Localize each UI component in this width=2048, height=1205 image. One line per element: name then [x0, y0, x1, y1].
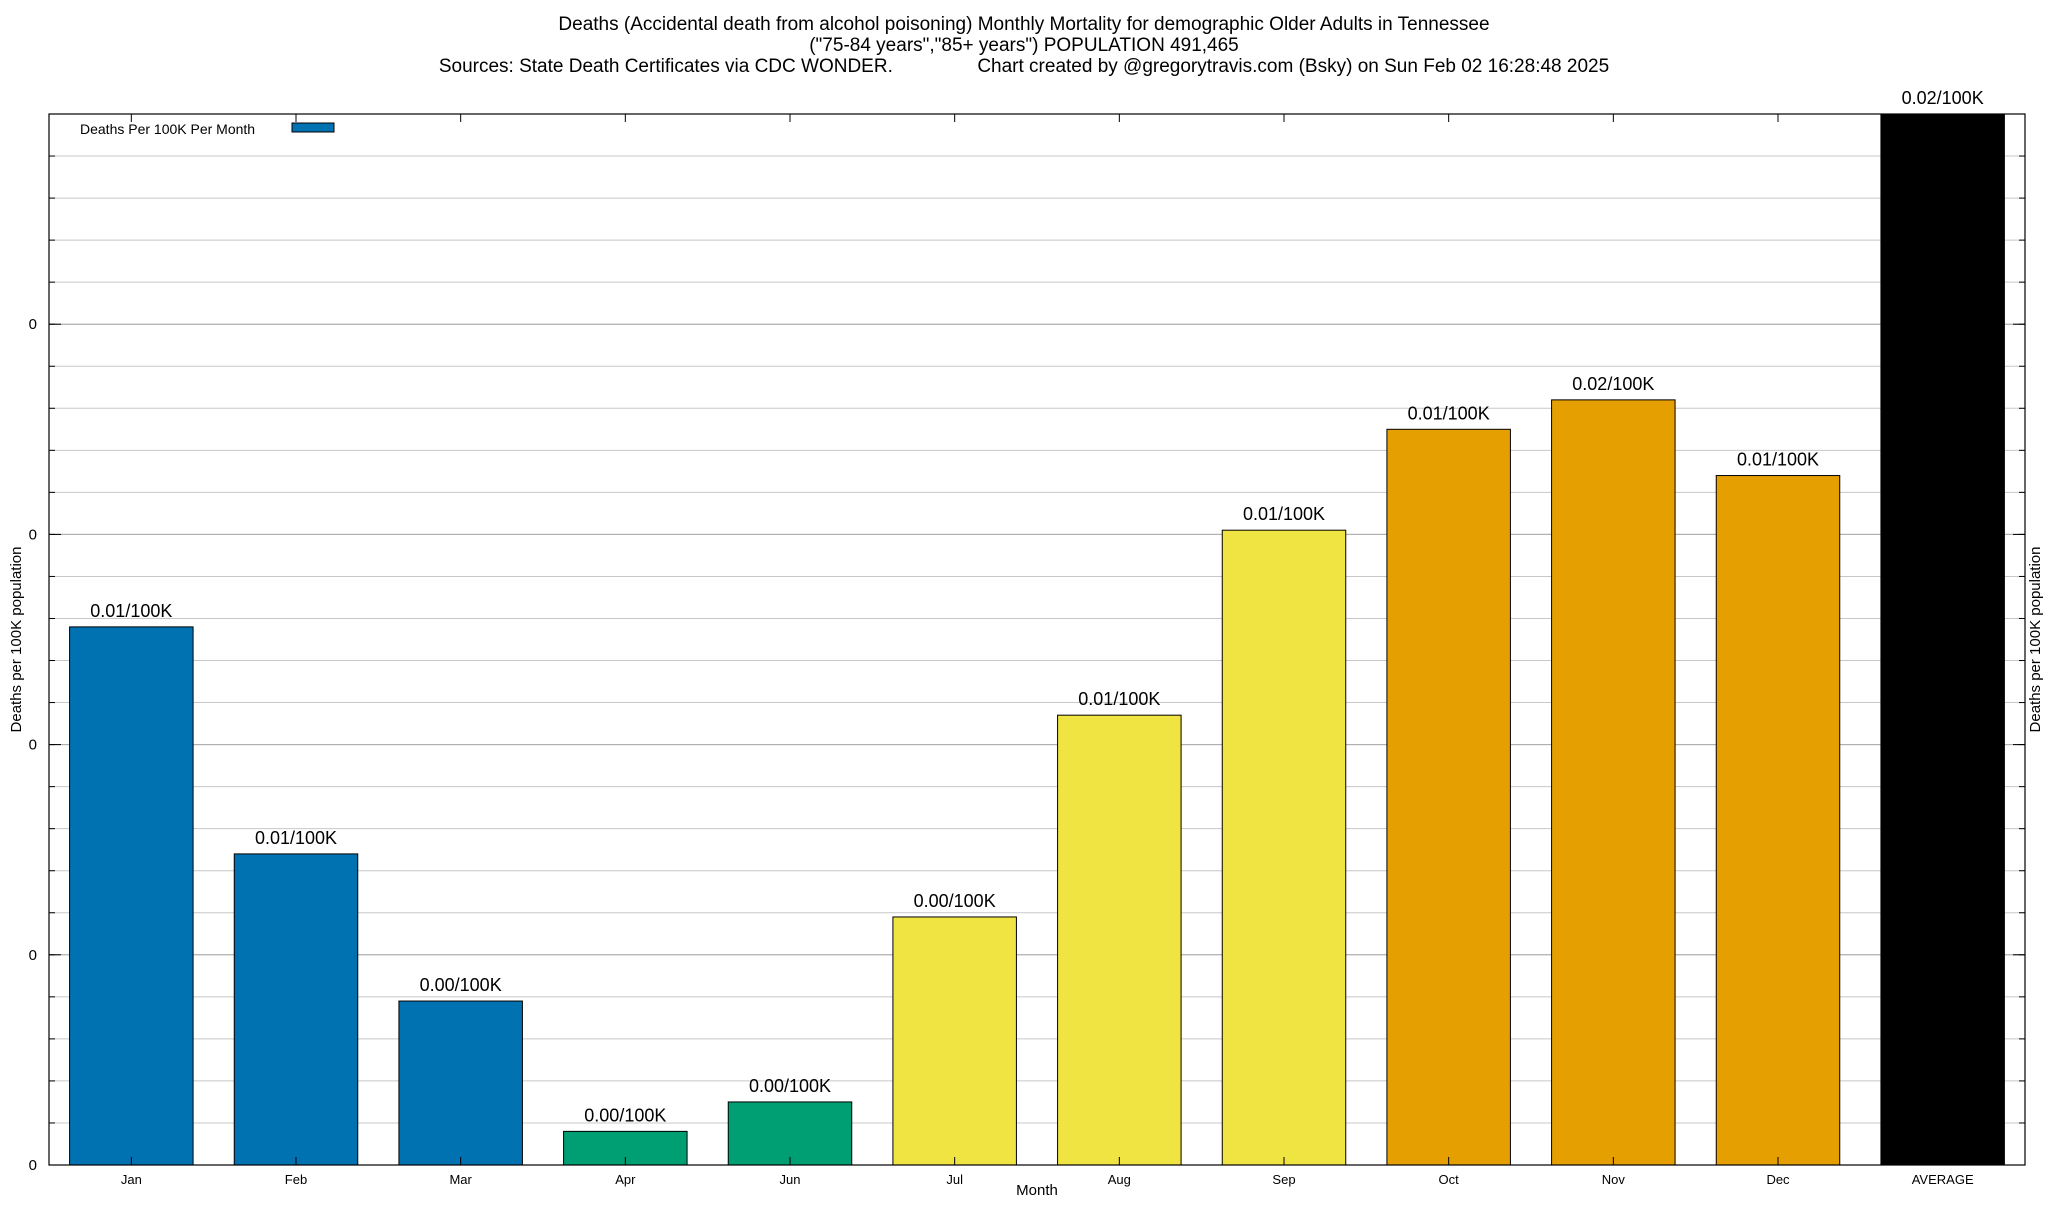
bar-value-label: 0.01/100K	[90, 601, 172, 621]
y-axis-title: Deaths per 100K population	[8, 547, 25, 733]
x-tick-label: Oct	[1439, 1172, 1460, 1187]
x-tick-label: Jul	[946, 1172, 963, 1187]
bar-value-label: 0.00/100K	[420, 975, 502, 995]
plot-frame	[48, 113, 2026, 1166]
ticks: 0 0 0 0 0 Jan Feb Mar Apr Jun Jul Aug Sep Oct Nov Dec AV…	[29, 114, 2025, 1187]
bar-value-label: 0.01/100K	[1078, 689, 1160, 709]
y2-axis-title: Deaths per 100K population	[2027, 547, 2044, 733]
y-tick-label: 0	[29, 316, 37, 333]
x-axis-title: Month	[1016, 1182, 1058, 1199]
x-tick-label: Nov	[1602, 1172, 1626, 1187]
title-line-1: Deaths (Accidental death from alcohol po…	[558, 14, 1489, 35]
bar	[1715, 475, 1841, 1166]
bar-value-label: 0.01/100K	[255, 828, 337, 848]
bar	[1880, 113, 2005, 1166]
x-tick-label: Apr	[615, 1172, 636, 1187]
bar-value-label: 0.02/100K	[1572, 374, 1654, 394]
bar	[1057, 714, 1182, 1166]
title-line-2: ("75-84 years","85+ years") POPULATION 4…	[809, 35, 1239, 56]
x-tick-label: Jan	[121, 1172, 142, 1187]
x-tick-label: Sep	[1272, 1172, 1295, 1187]
legend: Deaths Per 100K Per Month	[80, 121, 335, 137]
bar	[1386, 428, 1511, 1166]
bar	[1221, 529, 1347, 1166]
bar-value-label: 0.01/100K	[1408, 403, 1490, 423]
bar	[892, 916, 1017, 1166]
bar-value-label: 0.00/100K	[914, 891, 996, 911]
bars: 0.01/100K 0.01/100K 0.00/100K 0.00/100K 0.00…	[69, 88, 2005, 1166]
bar-value-label: 0.01/100K	[1243, 504, 1325, 524]
legend-swatch	[291, 122, 335, 133]
bar-value-label: 0.02/100K	[1902, 88, 1984, 108]
x-tick-label: Jun	[780, 1172, 801, 1187]
x-tick-label: Dec	[1766, 1172, 1790, 1187]
bar-value-label: 0.01/100K	[1737, 450, 1819, 470]
y-tick-label: 0	[29, 1157, 37, 1174]
chart-title: Deaths (Accidental death from alcohol po…	[439, 14, 1609, 77]
x-tick-label: AVERAGE	[1912, 1172, 1974, 1187]
bar	[233, 853, 359, 1166]
bar-value-label: 0.00/100K	[584, 1105, 666, 1125]
bar	[727, 1101, 853, 1166]
title-line-3: Sources: State Death Certificates via CD…	[439, 56, 1609, 77]
bar-value-label: 0.00/100K	[749, 1076, 831, 1096]
y-tick-label: 0	[29, 526, 37, 543]
bar	[398, 1000, 523, 1166]
y-tick-label: 0	[29, 737, 37, 754]
x-tick-label: Feb	[285, 1172, 307, 1187]
bar	[1551, 399, 1676, 1166]
x-tick-label: Mar	[449, 1172, 472, 1187]
bar	[69, 626, 194, 1166]
legend-label: Deaths Per 100K Per Month	[80, 121, 255, 137]
y-tick-label: 0	[29, 947, 37, 964]
x-tick-label: Aug	[1108, 1172, 1131, 1187]
